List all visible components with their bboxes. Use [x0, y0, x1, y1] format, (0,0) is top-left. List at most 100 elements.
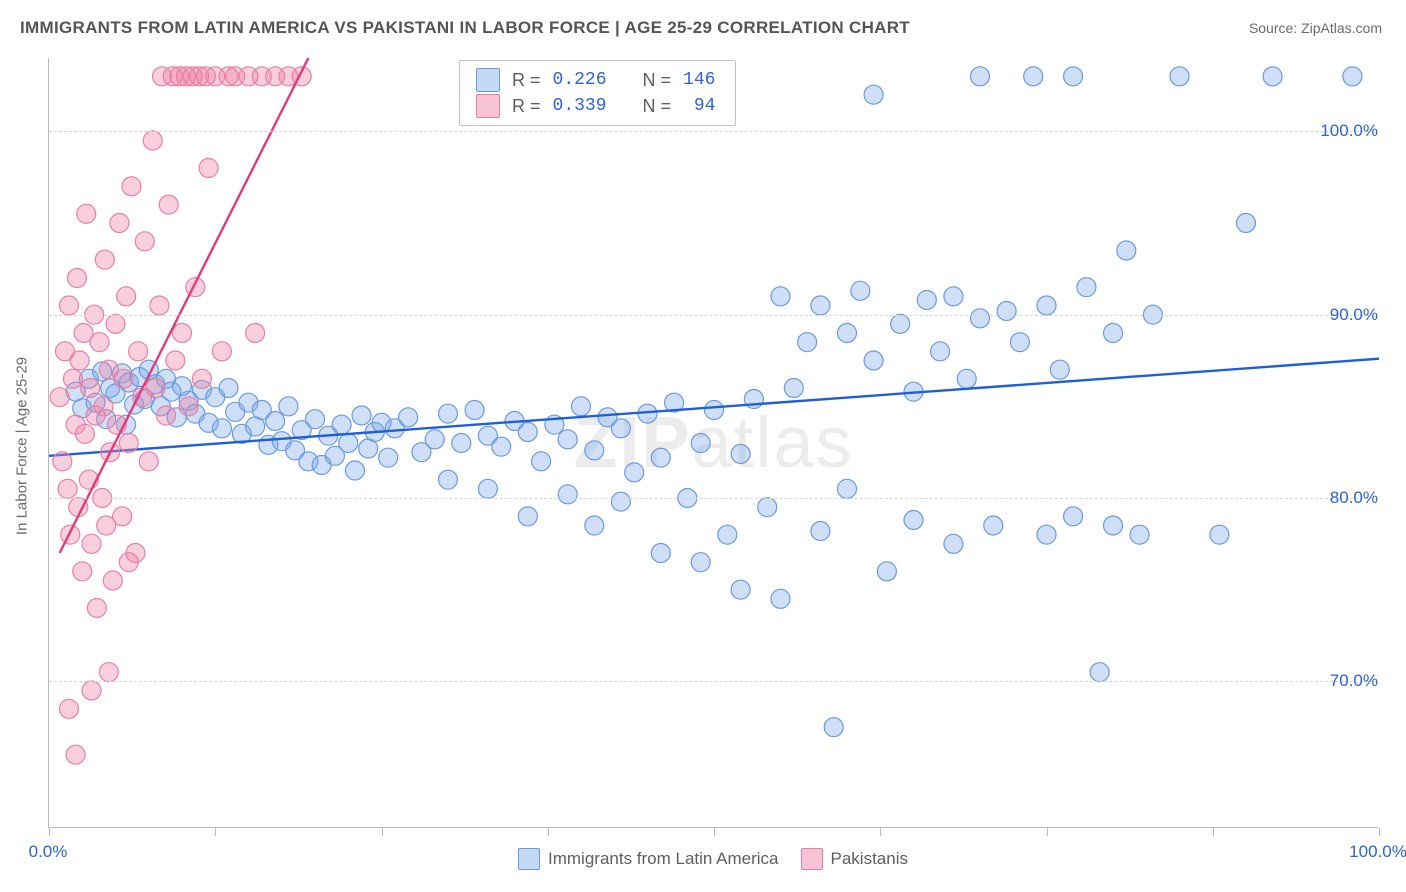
data-point [731, 580, 750, 599]
data-point [452, 434, 471, 453]
data-point [75, 424, 94, 443]
data-point [82, 681, 101, 700]
data-point [478, 479, 497, 498]
data-point [771, 287, 790, 306]
data-point [824, 718, 843, 737]
data-point [891, 314, 910, 333]
data-point [439, 404, 458, 423]
legend-n-label: N = [637, 67, 678, 93]
data-point [150, 296, 169, 315]
data-point [146, 379, 165, 398]
data-point [119, 434, 138, 453]
data-point [611, 419, 630, 438]
data-point [971, 67, 990, 86]
gridline-h [49, 498, 1378, 499]
data-point [838, 479, 857, 498]
data-point [864, 351, 883, 370]
data-point [1037, 525, 1056, 544]
data-point [59, 699, 78, 718]
data-point [110, 214, 129, 233]
data-point [705, 401, 724, 420]
data-point [266, 412, 285, 431]
data-point [82, 534, 101, 553]
data-point [212, 419, 231, 438]
stats-legend: R =0.226N =146R =0.339N = 94 [459, 60, 736, 126]
data-point [53, 452, 72, 471]
data-point [931, 342, 950, 361]
data-point [532, 452, 551, 471]
data-point [199, 159, 218, 178]
data-point [1037, 296, 1056, 315]
gridline-h [49, 131, 1378, 132]
series-legend-label: Pakistanis [831, 849, 908, 869]
data-point [877, 562, 896, 581]
data-point [984, 516, 1003, 535]
data-point [1010, 333, 1029, 352]
legend-swatch [801, 848, 823, 870]
data-point [70, 351, 89, 370]
x-tick [548, 828, 549, 836]
data-point [492, 437, 511, 456]
data-point [117, 287, 136, 306]
data-point [50, 388, 69, 407]
data-point [957, 369, 976, 388]
data-point [1170, 67, 1189, 86]
data-point [339, 434, 358, 453]
data-point [838, 324, 857, 343]
data-point [66, 745, 85, 764]
legend-swatch [518, 848, 540, 870]
data-point [122, 177, 141, 196]
data-point [1090, 663, 1109, 682]
data-point [166, 351, 185, 370]
data-point [143, 131, 162, 150]
source-attribution: Source: ZipAtlas.com [1249, 20, 1382, 36]
data-point [192, 369, 211, 388]
data-point [58, 479, 77, 498]
data-point [87, 599, 106, 618]
data-point [1104, 516, 1123, 535]
data-point [212, 342, 231, 361]
y-tick-label: 100.0% [1320, 121, 1378, 141]
legend-swatch [476, 68, 500, 92]
data-point [59, 296, 78, 315]
data-point [1130, 525, 1149, 544]
data-point [159, 195, 178, 214]
x-tick-label: 0.0% [29, 842, 68, 862]
data-point [518, 507, 537, 526]
x-tick [382, 828, 383, 836]
data-point [851, 281, 870, 300]
data-point [558, 485, 577, 504]
legend-r-value: 0.226 [547, 67, 613, 93]
gridline-h [49, 315, 1378, 316]
data-point [864, 85, 883, 104]
data-point [691, 553, 710, 572]
data-point [997, 302, 1016, 321]
data-point [114, 369, 133, 388]
data-point [784, 379, 803, 398]
legend-r-label: R = [506, 67, 547, 93]
data-point [917, 291, 936, 310]
data-point [904, 511, 923, 530]
data-point [1064, 67, 1083, 86]
data-point [572, 397, 591, 416]
data-point [718, 525, 737, 544]
data-point [63, 369, 82, 388]
data-point [332, 415, 351, 434]
data-point [625, 463, 644, 482]
data-point [651, 448, 670, 467]
data-point [944, 287, 963, 306]
data-point [90, 333, 109, 352]
data-point [1117, 241, 1136, 260]
data-point [94, 397, 113, 416]
data-point [1104, 324, 1123, 343]
x-tick [1213, 828, 1214, 836]
data-point [1024, 67, 1043, 86]
data-point [944, 534, 963, 553]
legend-swatch [476, 94, 500, 118]
data-point [67, 269, 86, 288]
data-point [1077, 278, 1096, 297]
data-point [651, 544, 670, 563]
data-point [798, 333, 817, 352]
series-legend-label: Immigrants from Latin America [548, 849, 779, 869]
data-point [129, 342, 148, 361]
